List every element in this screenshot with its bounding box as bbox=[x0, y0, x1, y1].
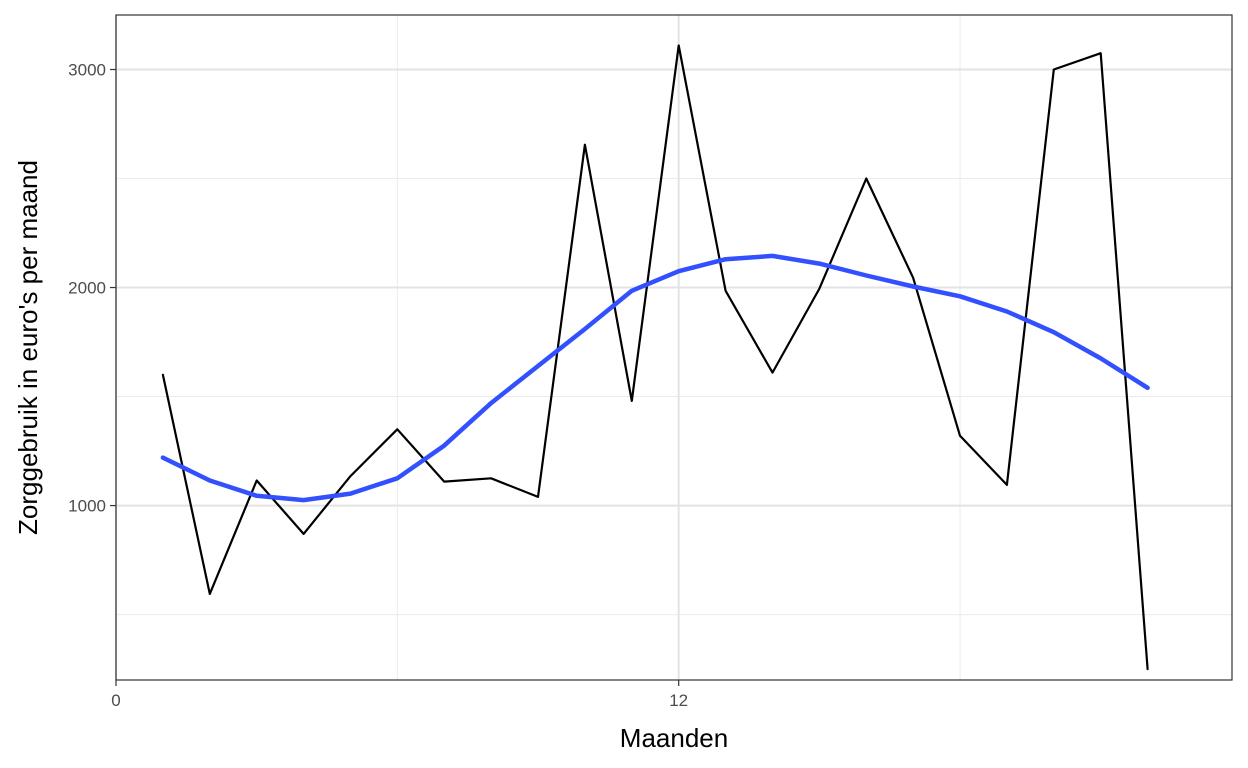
x-tick-label: 0 bbox=[111, 691, 120, 710]
y-axis-title: Zorggebruik in euro's per maand bbox=[13, 160, 43, 535]
y-tick-label: 2000 bbox=[68, 279, 106, 298]
series-lines bbox=[160, 44, 1150, 671]
x-axis-title: Maanden bbox=[620, 723, 728, 753]
axes: 1000 2000 3000 0 12 bbox=[68, 61, 688, 710]
x-tick-label: 12 bbox=[669, 691, 688, 710]
y-tick-label: 3000 bbox=[68, 61, 106, 80]
panel-border bbox=[115, 14, 1233, 681]
y-tick-label: 1000 bbox=[68, 497, 106, 516]
smooth-trend-line bbox=[160, 253, 1150, 503]
monthly-cost-line bbox=[161, 44, 1149, 671]
